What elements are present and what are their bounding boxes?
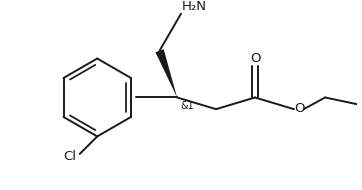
Text: O: O bbox=[250, 52, 260, 65]
Text: &1: &1 bbox=[180, 101, 194, 111]
Polygon shape bbox=[155, 49, 177, 97]
Text: O: O bbox=[295, 102, 305, 115]
Text: H₂N: H₂N bbox=[182, 0, 207, 13]
Text: Cl: Cl bbox=[63, 150, 76, 163]
